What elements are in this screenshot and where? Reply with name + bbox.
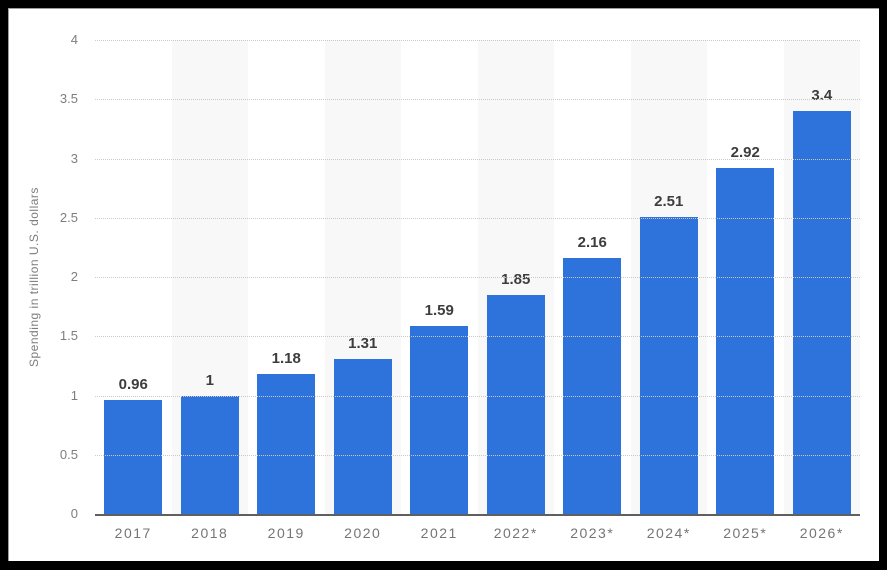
- bar[interactable]: [257, 374, 316, 514]
- y-tick-label: 4: [70, 32, 78, 47]
- horizontal-gridline: [95, 158, 860, 160]
- y-tick-label: 2.5: [59, 209, 78, 225]
- horizontal-gridline: [95, 277, 860, 278]
- y-tick-label: 2: [70, 269, 78, 284]
- horizontal-gridline: [95, 217, 860, 219]
- bar-column: 3.4: [783, 40, 860, 514]
- y-tick-label: 0.5: [59, 446, 78, 462]
- bar-value-label: 1: [205, 371, 214, 389]
- horizontal-gridline: [95, 336, 860, 338]
- bar[interactable]: [792, 111, 851, 514]
- bar[interactable]: [486, 294, 545, 514]
- bar-chart: Spending in trillion U.S. dollars 0 0.5 1 1…: [8, 8, 879, 561]
- bar[interactable]: [716, 167, 775, 514]
- bar-column: 2.16: [554, 40, 631, 514]
- x-tick-label: 2021: [420, 525, 458, 541]
- bar-value-label: 3.4: [811, 87, 833, 105]
- bar-value-label: 2.51: [654, 192, 684, 210]
- bar-column: 0.96: [95, 40, 172, 514]
- bar-column: 1.59: [401, 40, 478, 514]
- x-tick-label: 2023*: [570, 525, 615, 541]
- x-tick-label: 2017: [114, 525, 152, 541]
- horizontal-gridline: [95, 395, 860, 397]
- y-tick-label: 3: [70, 150, 78, 166]
- x-tick-label: 2018: [191, 525, 229, 541]
- bar[interactable]: [333, 358, 392, 514]
- x-axis-line: [95, 514, 860, 516]
- bar[interactable]: [410, 325, 469, 514]
- bar-value-label: 2.16: [577, 234, 607, 252]
- bar-column: 1.18: [248, 40, 325, 514]
- bar-value-label: 0.96: [118, 376, 148, 394]
- horizontal-gridline: [95, 99, 860, 101]
- x-tick-label: 2026*: [799, 525, 844, 541]
- bar-value-label: 2.92: [730, 143, 760, 161]
- bar[interactable]: [639, 216, 698, 514]
- bar-column: 2.92: [707, 40, 784, 514]
- x-tick-label: 2024*: [646, 525, 691, 541]
- plot-area: 0.96 1 1.18 1.31 1.59 1.85 2.16 2.51 2.92 3.4: [95, 40, 860, 516]
- horizontal-gridline: [95, 454, 860, 456]
- bar[interactable]: [563, 258, 622, 514]
- x-tick-label: 2019: [267, 525, 305, 541]
- bar-value-label: 1.31: [348, 334, 378, 352]
- x-tick-label: 2022*: [493, 525, 538, 541]
- bar-value-label: 1.85: [501, 270, 531, 288]
- bar[interactable]: [104, 400, 163, 514]
- y-tick-label: 0: [70, 506, 78, 521]
- y-tick-label: 3.5: [59, 91, 78, 107]
- x-axis: 2017 2018 2019 2020 2021 2022* 2023* 2024* 2025*…: [95, 522, 860, 544]
- bar-value-label: 1.18: [271, 350, 301, 368]
- y-tick-label: 1: [70, 387, 78, 403]
- x-tick-label: 2025*: [723, 525, 768, 541]
- y-tick-label: 1.5: [59, 328, 78, 344]
- horizontal-gridline: [95, 40, 860, 41]
- bar-value-label: 1.59: [424, 301, 454, 319]
- x-tick-label: 2020: [344, 525, 382, 541]
